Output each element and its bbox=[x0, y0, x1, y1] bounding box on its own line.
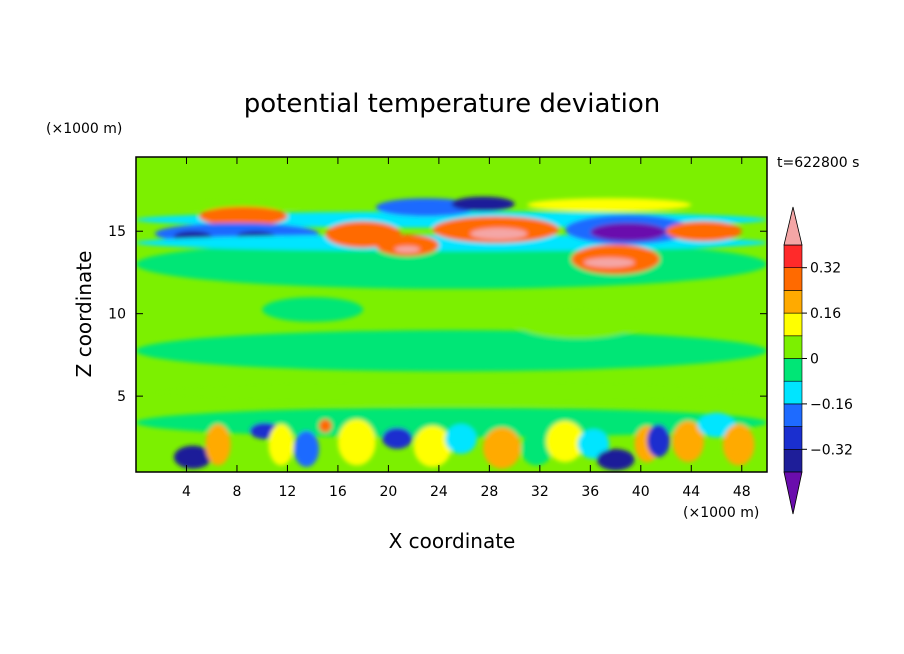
x-tick-label: 40 bbox=[632, 484, 650, 500]
colorbar-swatch bbox=[783, 380, 803, 405]
field-patch bbox=[514, 305, 641, 339]
colorbar-swatch bbox=[783, 426, 803, 450]
field-patch bbox=[590, 222, 667, 242]
colorbar-swatch bbox=[783, 290, 803, 314]
colorbar-swatch bbox=[783, 312, 803, 337]
heatmap-field bbox=[136, 157, 767, 472]
colorbar-label: 0.16 bbox=[810, 306, 841, 322]
field-patch bbox=[483, 427, 521, 469]
field-patch bbox=[268, 424, 294, 466]
field-patch bbox=[672, 420, 704, 463]
colorbar-swatch bbox=[783, 358, 803, 382]
field-patch bbox=[520, 432, 553, 466]
x-unit-label: (×1000 m) bbox=[683, 505, 759, 521]
x-tick-label: 28 bbox=[480, 484, 498, 500]
plot-frame bbox=[135, 156, 768, 473]
field-patch bbox=[136, 407, 767, 438]
field-patch bbox=[722, 424, 755, 466]
chart-title: potential temperature deviation bbox=[244, 89, 660, 119]
field-patch bbox=[470, 227, 528, 240]
colorbar-swatch bbox=[783, 403, 803, 427]
field-patch bbox=[205, 424, 231, 466]
x-tick-label: 32 bbox=[531, 484, 549, 500]
field-patch bbox=[647, 424, 670, 458]
field-patch bbox=[596, 448, 635, 471]
field-patch bbox=[527, 198, 692, 212]
field-patch bbox=[445, 424, 477, 454]
field-patch bbox=[262, 297, 364, 322]
field-patch bbox=[136, 330, 767, 372]
y-tick-label: 15 bbox=[108, 224, 126, 240]
y-axis: 5 10 15 bbox=[108, 224, 767, 405]
colorbar-swatch bbox=[783, 335, 803, 359]
colorbar-swatch bbox=[783, 244, 803, 269]
y-tick-label: 10 bbox=[108, 307, 126, 323]
field-patch bbox=[173, 445, 212, 469]
colorbar-label: −0.32 bbox=[810, 442, 853, 458]
time-label: t=622800 s bbox=[777, 155, 859, 171]
colorbar-swatch bbox=[783, 448, 803, 473]
colorbar-underflow-arrow bbox=[783, 471, 803, 515]
field-patch bbox=[375, 198, 477, 217]
field-patch bbox=[318, 419, 332, 433]
colorbar-overflow-arrow bbox=[783, 206, 803, 246]
field-patch bbox=[375, 234, 439, 256]
y-axis-label: Z coordinate bbox=[72, 251, 96, 378]
field-patch bbox=[451, 196, 515, 212]
colorbar: 0.32 0.16 0 −0.16 −0.32 bbox=[783, 206, 853, 515]
field-patch bbox=[413, 425, 452, 468]
colorbar-label: 0 bbox=[810, 352, 819, 368]
field-patch bbox=[577, 429, 610, 459]
x-tick-label: 12 bbox=[279, 484, 297, 500]
field-patch bbox=[666, 221, 742, 242]
field-patch bbox=[293, 430, 319, 468]
x-tick-label: 4 bbox=[182, 484, 191, 500]
colorbar-label: 0.32 bbox=[810, 261, 841, 277]
field-patch bbox=[199, 206, 288, 227]
colorbar-label: −0.16 bbox=[810, 397, 853, 413]
x-axis-label: X coordinate bbox=[389, 529, 516, 553]
field-patch bbox=[382, 427, 413, 449]
field-patch bbox=[173, 196, 301, 210]
x-tick-label: 24 bbox=[430, 484, 448, 500]
x-tick-label: 16 bbox=[329, 484, 347, 500]
x-tick-label: 44 bbox=[682, 484, 700, 500]
x-tick-label: 48 bbox=[733, 484, 751, 500]
x-tick-label: 20 bbox=[379, 484, 397, 500]
y-tick-label: 5 bbox=[117, 389, 126, 405]
x-axis: 4 8 12 16 20 24 28 32 36 40 44 48 bbox=[182, 157, 751, 500]
colorbar-swatch bbox=[783, 267, 803, 291]
field-patch bbox=[136, 379, 767, 405]
field-patch bbox=[337, 419, 376, 466]
field-patch bbox=[394, 246, 420, 253]
field-patch bbox=[584, 257, 635, 268]
y-unit-label: (×1000 m) bbox=[46, 121, 122, 137]
x-tick-label: 36 bbox=[581, 484, 599, 500]
field-patch bbox=[546, 420, 585, 463]
field-patch bbox=[697, 412, 736, 438]
x-tick-label: 8 bbox=[232, 484, 241, 500]
